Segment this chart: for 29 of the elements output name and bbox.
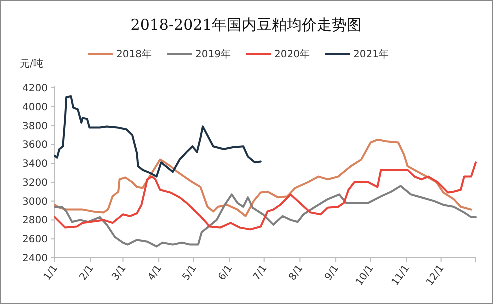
y-tick-label: 4200 (22, 84, 48, 94)
x-tick-label: 4/1 (146, 263, 165, 283)
chart-title: 2018-2021年国内豆粕均价走势图 (130, 16, 362, 34)
y-tick-label: 3600 (22, 140, 48, 152)
x-tick-label: 9/1 (323, 263, 342, 283)
x-tick-label: 5/1 (181, 263, 200, 283)
x-tick-label: 7/1 (252, 263, 270, 283)
y-tick-label: 3800 (22, 121, 48, 132)
y-tick-label: 2800 (22, 216, 48, 227)
legend-label: 2018年 (116, 48, 152, 60)
y-tick-label: 4000 (22, 102, 48, 114)
y-tick-label: 3400 (22, 159, 48, 170)
x-tick-label: 8/1 (287, 263, 306, 283)
line-series (54, 96, 262, 178)
y-axis-title: 元/吨 (20, 58, 44, 70)
y-tick-label: 2400 (22, 254, 48, 264)
x-tick-label: 6/1 (216, 263, 236, 283)
line-series (54, 138, 472, 218)
legend-label: 2021年 (354, 48, 389, 60)
y-tick-label: 3000 (22, 196, 48, 208)
legend-label: 2020年 (274, 48, 310, 60)
y-tick-label: 3200 (22, 178, 48, 189)
x-tick-label: 1/1 (42, 263, 60, 283)
legend-label: 2019年 (196, 48, 231, 60)
x-tick-label: 3/1 (110, 263, 129, 283)
x-tick-label: 2/1 (78, 263, 96, 283)
line-series (54, 185, 477, 248)
line-series (54, 162, 477, 231)
y-tick-label: 2600 (22, 234, 48, 246)
